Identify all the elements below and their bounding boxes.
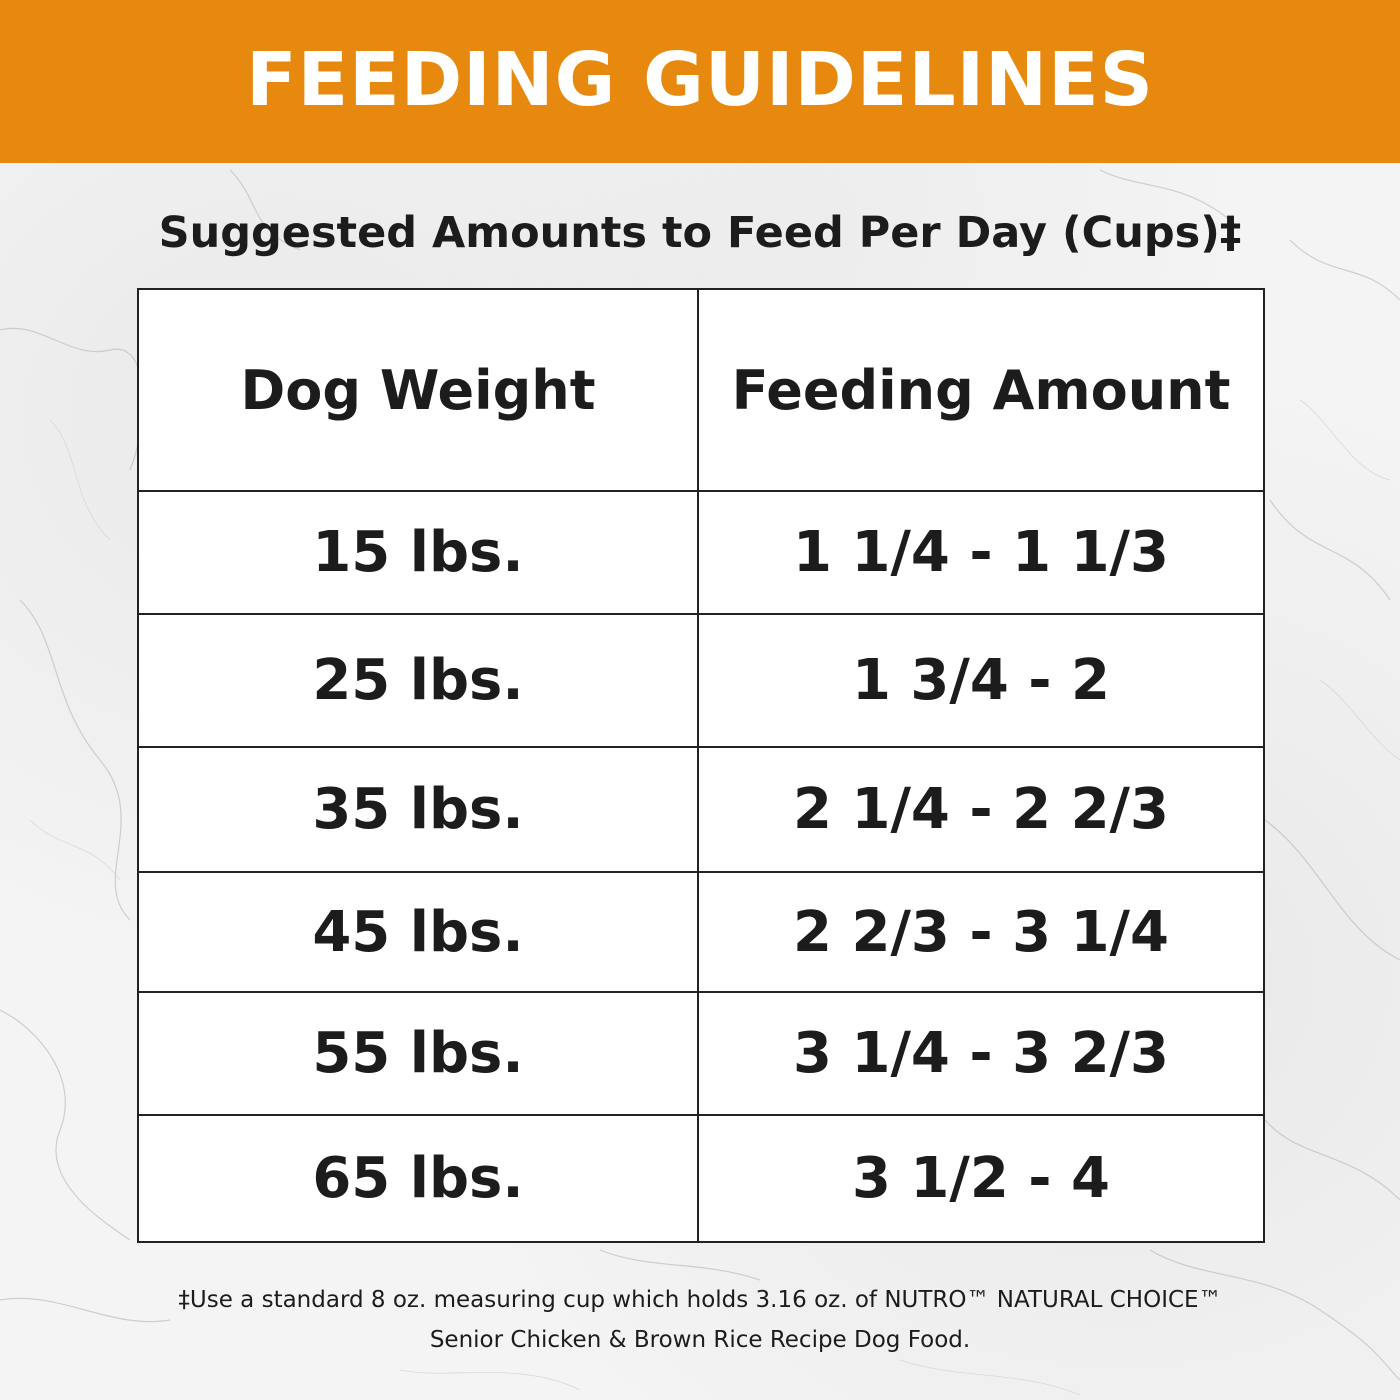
- table-row: 35 lbs. 2 1/4 - 2 2/3: [137, 746, 1265, 873]
- feeding-table: Dog Weight Feeding Amount 15 lbs. 1 1/4 …: [137, 288, 1265, 1243]
- footnote: ‡Use a standard 8 oz. measuring cup whic…: [0, 1280, 1400, 1360]
- table-row: 55 lbs. 3 1/4 - 3 2/3: [137, 991, 1265, 1116]
- table-header-row: Dog Weight Feeding Amount: [137, 288, 1265, 492]
- table-row: 15 lbs. 1 1/4 - 1 1/3: [137, 490, 1265, 615]
- cell-amount: 1 3/4 - 2: [697, 613, 1265, 748]
- cell-weight: 45 lbs.: [137, 871, 699, 993]
- header-dog-weight: Dog Weight: [137, 288, 699, 492]
- cell-weight: 55 lbs.: [137, 991, 699, 1116]
- cell-amount: 3 1/2 - 4: [697, 1114, 1265, 1243]
- table-row: 25 lbs. 1 3/4 - 2: [137, 613, 1265, 748]
- cell-weight: 15 lbs.: [137, 490, 699, 615]
- cell-weight: 25 lbs.: [137, 613, 699, 748]
- table-row: 45 lbs. 2 2/3 - 3 1/4: [137, 871, 1265, 993]
- header-feeding-amount: Feeding Amount: [697, 288, 1265, 492]
- footnote-line-1: ‡Use a standard 8 oz. measuring cup whic…: [178, 1287, 1222, 1313]
- title-banner: FEEDING GUIDELINES: [0, 0, 1400, 163]
- table-row: 65 lbs. 3 1/2 - 4: [137, 1114, 1265, 1243]
- cell-amount: 2 1/4 - 2 2/3: [697, 746, 1265, 873]
- cell-amount: 2 2/3 - 3 1/4: [697, 871, 1265, 993]
- cell-weight: 35 lbs.: [137, 746, 699, 873]
- page-title: FEEDING GUIDELINES: [246, 36, 1154, 123]
- footnote-line-2: Senior Chicken & Brown Rice Recipe Dog F…: [429, 1327, 971, 1353]
- cell-weight: 65 lbs.: [137, 1114, 699, 1243]
- cell-amount: 3 1/4 - 3 2/3: [697, 991, 1265, 1116]
- table-subtitle: Suggested Amounts to Feed Per Day (Cups)…: [158, 208, 1242, 258]
- cell-amount: 1 1/4 - 1 1/3: [697, 490, 1265, 615]
